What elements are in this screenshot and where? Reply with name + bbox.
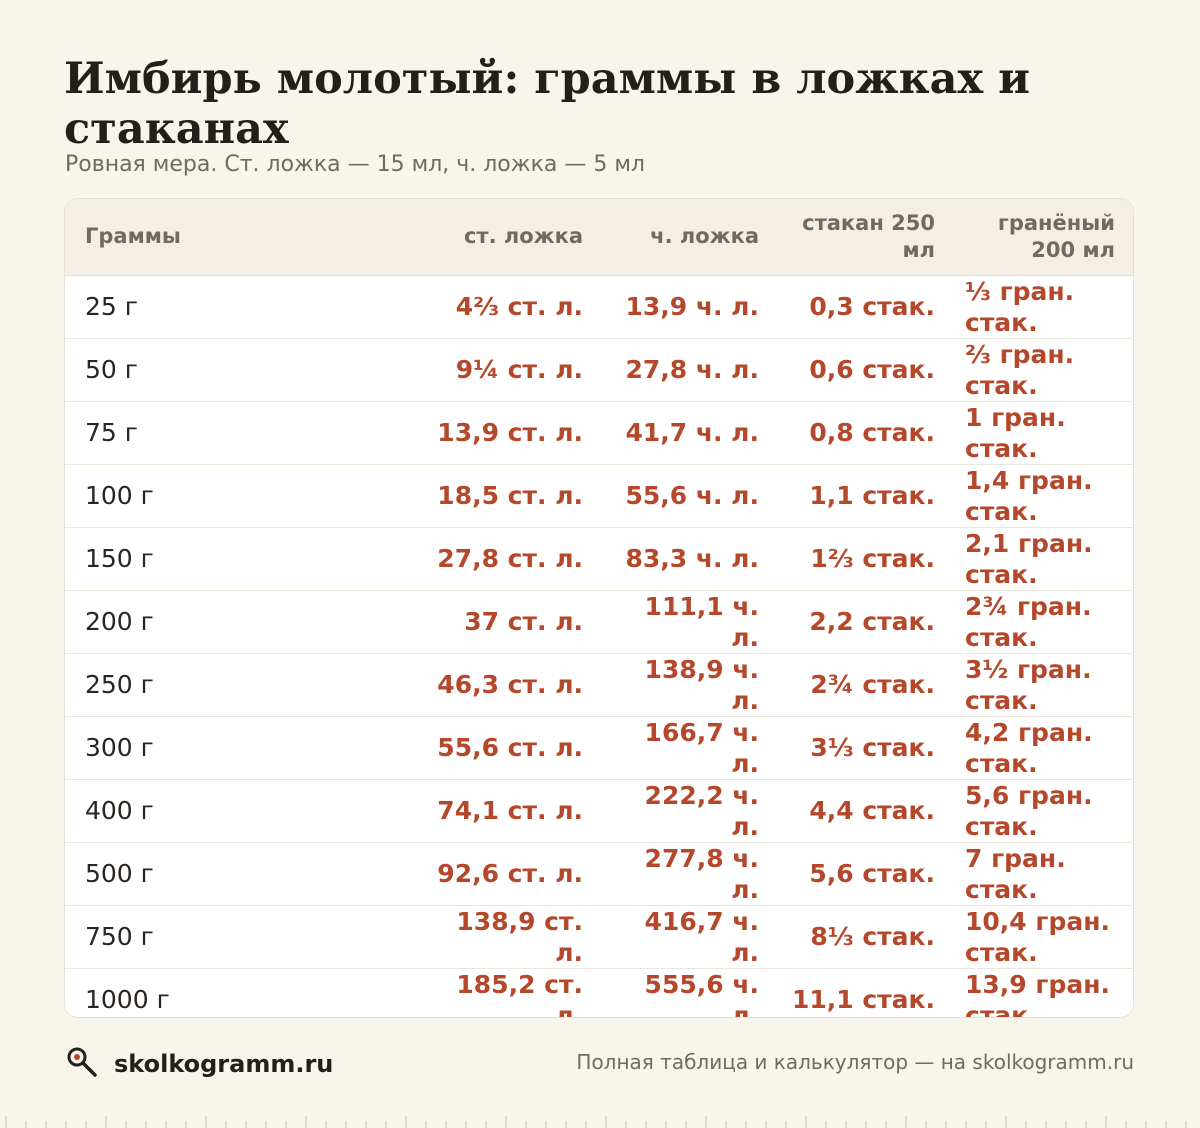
- cell-teaspoon: 55,6 ч. л.: [603, 464, 779, 528]
- conversion-table: Граммы ст. ложка ч. ложка стакан 250 мл …: [65, 199, 1133, 1018]
- table-body: 25 г 4⅔ ст. л. 13,9 ч. л. 0,3 стак. ⅓ гран. …: [65, 275, 1133, 1018]
- table-row: 400 г 74,1 ст. л. 222,2 ч. л. 4,4 стак. 5,6 …: [65, 779, 1133, 843]
- header-grams: Граммы: [65, 199, 427, 276]
- cell-grams: 500 г: [65, 842, 427, 906]
- cell-tablespoon: 46,3 ст. л.: [427, 653, 603, 717]
- header-cup-250: стакан 250 мл: [779, 199, 955, 276]
- cell-faceted-glass-200: 5,6 гран. стак.: [955, 779, 1133, 843]
- cell-faceted-glass-200: 3½ гран. стак.: [955, 653, 1133, 717]
- cell-faceted-glass-200: 7 гран. стак.: [955, 842, 1133, 906]
- cell-faceted-glass-200: 13,9 гран. стак.: [965, 969, 1110, 1018]
- ruler-decoration: [5, 1116, 1187, 1128]
- cell-faceted-glass-200: 4,2 гран. стак.: [955, 716, 1133, 780]
- cell-tablespoon: 4⅔ ст. л.: [427, 275, 603, 339]
- table-row: 200 г 37 ст. л. 111,1 ч. л. 2,2 стак. 2¾ гра…: [65, 590, 1133, 654]
- table-row: 300 г 55,6 ст. л. 166,7 ч. л. 3⅓ стак. 4,2 г…: [65, 716, 1133, 780]
- cell-cup-250: 2,2 стак.: [779, 590, 955, 654]
- page-title: Имбирь молотый: граммы в ложках и стакан…: [64, 54, 1031, 154]
- cell-cup-250: 1,1 стак.: [779, 464, 955, 528]
- cell-tablespoon: 13,9 ст. л.: [427, 401, 603, 465]
- table-row: 50 г 9¼ ст. л. 27,8 ч. л. 0,6 стак. ⅔ гран. …: [65, 338, 1133, 402]
- cell-tablespoon: 55,6 ст. л.: [427, 716, 603, 780]
- cell-grams: 25 г: [65, 275, 427, 339]
- cell-teaspoon: 13,9 ч. л.: [603, 275, 779, 339]
- cell-grams: 200 г: [65, 590, 427, 654]
- cell-teaspoon: 416,7 ч. л.: [603, 905, 779, 969]
- table-row: 750 г 138,9 ст. л. 416,7 ч. л. 8⅓ стак. 10,4…: [65, 905, 1133, 969]
- cell-tablespoon: 185,2 ст. л.: [456, 969, 583, 1018]
- cell-cup-250: 11,1 стак.: [791, 985, 935, 1014]
- cell-teaspoon: 138,9 ч. л.: [603, 653, 779, 717]
- cell-grams: 750 г: [65, 905, 427, 969]
- cell-grams: 250 г: [65, 653, 427, 717]
- cell-teaspoon: 83,3 ч. л.: [603, 527, 779, 591]
- cell-faceted-glass-200: ⅓ гран. стак.: [955, 275, 1133, 339]
- cell-grams: 1000 г: [85, 985, 170, 1014]
- cell-cup-250: 4,4 стак.: [779, 779, 955, 843]
- page-subtitle: Ровная мера. Ст. ложка — 15 мл, ч. ложка…: [65, 152, 645, 177]
- cell-tablespoon: 9¼ ст. л.: [427, 338, 603, 402]
- header-teaspoon: ч. ложка: [603, 199, 779, 276]
- table-row: 100 г 18,5 ст. л. 55,6 ч. л. 1,1 стак. 1,4 г…: [65, 464, 1133, 528]
- cell-tablespoon: 37 ст. л.: [427, 590, 603, 654]
- cell-cup-250: 1⅔ стак.: [779, 527, 955, 591]
- header-tablespoon: ст. ложка: [427, 199, 603, 276]
- cell-grams: 100 г: [65, 464, 427, 528]
- cell-tablespoon: 18,5 ст. л.: [427, 464, 603, 528]
- cell-faceted-glass-200: 1,4 гран. стак.: [955, 464, 1133, 528]
- table-row: 150 г 27,8 ст. л. 83,3 ч. л. 1⅔ стак. 2,1 гр…: [65, 527, 1133, 591]
- cell-faceted-glass-200: 1 гран. стак.: [955, 401, 1133, 465]
- table-header-row: Граммы ст. ложка ч. ложка стакан 250 мл …: [65, 199, 1133, 276]
- table-row: 1000 г 185,2 ст. л. 555,6 ч. л. 11,1 стак. 1…: [65, 968, 1133, 1018]
- cell-teaspoon: 166,7 ч. л.: [603, 716, 779, 780]
- cell-faceted-glass-200: ⅔ гран. стак.: [955, 338, 1133, 402]
- table-row: 75 г 13,9 ст. л. 41,7 ч. л. 0,8 стак. 1 гран…: [65, 401, 1133, 465]
- cell-cup-250: 3⅓ стак.: [779, 716, 955, 780]
- table-row: 250 г 46,3 ст. л. 138,9 ч. л. 2¾ стак. 3½ гр…: [65, 653, 1133, 717]
- table-row: 500 г 92,6 ст. л. 277,8 ч. л. 5,6 стак. 7 гр…: [65, 842, 1133, 906]
- cell-faceted-glass-200: 2¾ гран. стак.: [955, 590, 1133, 654]
- cell-teaspoon: 41,7 ч. л.: [603, 401, 779, 465]
- cell-teaspoon: 222,2 ч. л.: [603, 779, 779, 843]
- footer-note: Полная таблица и калькулятор — на skolko…: [576, 1050, 1134, 1074]
- cell-grams: 300 г: [65, 716, 427, 780]
- cell-teaspoon: 277,8 ч. л.: [603, 842, 779, 906]
- header-faceted-glass-200: гранёный 200 мл: [955, 199, 1133, 276]
- site-name: skolkogramm.ru: [114, 1050, 334, 1078]
- cell-cup-250: 0,6 стак.: [779, 338, 955, 402]
- cell-tablespoon: 74,1 ст. л.: [427, 779, 603, 843]
- cell-teaspoon: 555,6 ч. л.: [644, 969, 759, 1018]
- cell-teaspoon: 111,1 ч. л.: [603, 590, 779, 654]
- cell-cup-250: 0,3 стак.: [779, 275, 955, 339]
- cell-faceted-glass-200: 2,1 гран. стак.: [955, 527, 1133, 591]
- cell-grams: 150 г: [65, 527, 427, 591]
- cell-tablespoon: 138,9 ст. л.: [427, 905, 603, 969]
- magnifier-icon: [64, 1044, 114, 1084]
- footer-brand[interactable]: skolkogramm.ru: [64, 1044, 333, 1084]
- cell-grams: 50 г: [65, 338, 427, 402]
- cell-grams: 400 г: [65, 779, 427, 843]
- cell-tablespoon: 92,6 ст. л.: [427, 842, 603, 906]
- conversion-table-card: Граммы ст. ложка ч. ложка стакан 250 мл …: [64, 198, 1134, 1018]
- cell-tablespoon: 27,8 ст. л.: [427, 527, 603, 591]
- cell-cup-250: 8⅓ стак.: [779, 905, 955, 969]
- cell-teaspoon: 27,8 ч. л.: [603, 338, 779, 402]
- cell-cup-250: 2¾ стак.: [779, 653, 955, 717]
- cell-cup-250: 0,8 стак.: [779, 401, 955, 465]
- cell-grams: 75 г: [65, 401, 427, 465]
- cell-cup-250: 5,6 стак.: [779, 842, 955, 906]
- table-row: 25 г 4⅔ ст. л. 13,9 ч. л. 0,3 стак. ⅓ гран. …: [65, 275, 1133, 339]
- cell-faceted-glass-200: 10,4 гран. стак.: [955, 905, 1133, 969]
